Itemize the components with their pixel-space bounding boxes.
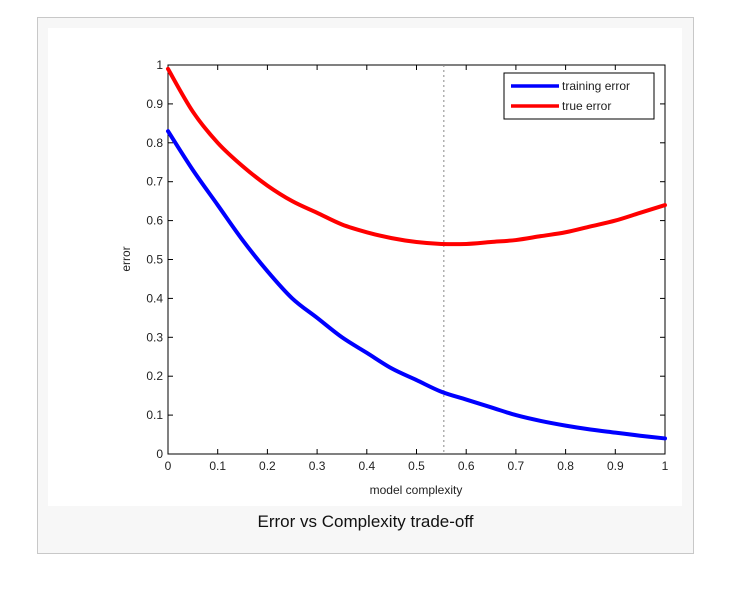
y-tick-label: 0 [156,447,163,461]
x-tick-label: 0.6 [458,459,475,473]
y-tick-label: 0.5 [146,253,163,267]
y-tick-label: 0.6 [146,214,163,228]
y-axis-label: error [119,246,133,271]
plot-panel: 0 0.1 0.2 0.3 0.4 0.5 0.6 0.7 0.8 0.9 1 0 0.1 0.2 0.3 0… [48,28,682,506]
error-complexity-chart: 0 0.1 0.2 0.3 0.4 0.5 0.6 0.7 0.8 0.9 1 0 0.1 0.2 0.3 0… [119,58,669,497]
x-tick-label: 0 [165,459,172,473]
figure-frame: 0 0.1 0.2 0.3 0.4 0.5 0.6 0.7 0.8 0.9 1 0 0.1 0.2 0.3 0… [37,17,694,554]
x-tick-label: 0.1 [209,459,226,473]
x-tick-label: 0.3 [309,459,326,473]
y-tick-label: 0.2 [146,369,163,383]
series-line-training-error [166,129,667,441]
x-tick-label: 0.4 [358,459,375,473]
x-tick-label: 1 [662,459,669,473]
series-layer [166,66,667,441]
y-tick-label: 0.7 [146,175,163,189]
legend-box [503,72,655,120]
y-tick-label: 0.8 [146,136,163,150]
legend-label-true-error: true error [562,99,611,113]
x-tick-label: 0.9 [607,459,624,473]
y-tick-label: 0.4 [146,291,163,305]
x-tick-label: 0.2 [259,459,276,473]
series-line-true-error [166,66,667,247]
ticks-layer: 0 0.1 0.2 0.3 0.4 0.5 0.6 0.7 0.8 0.9 1 0 0.1 0.2 0.3 0… [146,58,668,473]
legend: training error true error [503,72,655,120]
y-tick-label: 0.3 [146,330,163,344]
x-tick-label: 0.8 [557,459,574,473]
y-tick-label: 1 [156,58,163,72]
y-tick-label: 0.1 [146,408,163,422]
y-tick-label: 0.9 [146,97,163,111]
x-axis-label: model complexity [370,483,463,497]
figure-caption: Error vs Complexity trade-off [257,512,474,531]
legend-label-training-error: training error [562,79,630,93]
plot-area-box [167,64,666,455]
x-tick-label: 0.7 [508,459,525,473]
x-tick-label: 0.5 [408,459,425,473]
